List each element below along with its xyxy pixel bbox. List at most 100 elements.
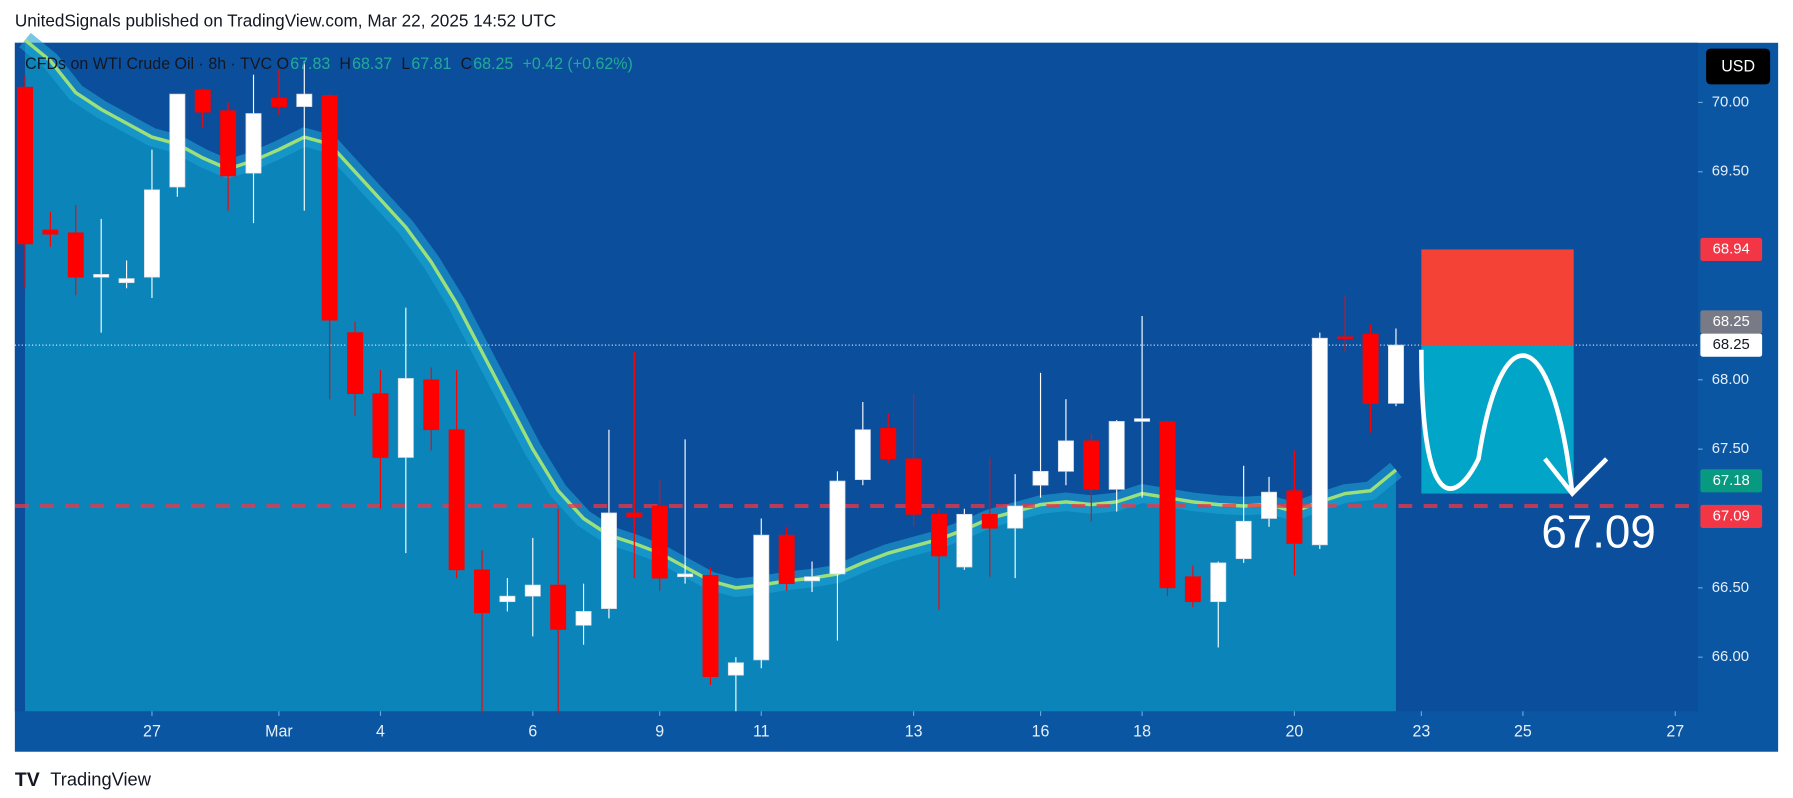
candle-body: [677, 573, 694, 578]
candle-body: [296, 93, 313, 107]
y-tick-label: 67.50: [1712, 440, 1749, 457]
candle-body: [423, 379, 440, 431]
price-label: 67.09: [1713, 507, 1750, 524]
candle-body: [118, 278, 135, 284]
legend-text: C: [461, 55, 473, 73]
y-tick-label: 70.00: [1712, 93, 1749, 110]
candle-body: [1235, 520, 1252, 560]
legend-text: +0.42 (+0.62%): [522, 55, 632, 73]
candle-body: [1388, 344, 1404, 404]
candle-body: [17, 86, 33, 245]
price-label-box: [1700, 237, 1763, 261]
candle-body: [854, 429, 871, 481]
currency-button[interactable]: [1706, 48, 1771, 85]
candle-body: [1261, 491, 1277, 519]
candle-body: [1083, 440, 1100, 490]
y-tick-label: 68.00: [1712, 371, 1749, 388]
y-tick-label: 66.00: [1712, 648, 1749, 665]
x-tick-label: 25: [1514, 722, 1532, 740]
legend-text: 68.37: [352, 55, 392, 73]
candle-body: [220, 110, 237, 177]
candle-body: [474, 569, 490, 614]
candle-body: [981, 513, 998, 529]
candle-body: [1108, 421, 1125, 490]
candle-body: [194, 89, 211, 113]
plot: 66.00 66.50 67.50 68.00 69.50 70.00 27 Mar 4 6 9 11…: [14, 32, 1763, 740]
price-label-box: [1700, 504, 1763, 528]
legend-text: L: [401, 55, 410, 73]
candle-body: [626, 512, 643, 518]
price-label: 68.94: [1713, 240, 1750, 257]
candle-body: [1134, 418, 1151, 422]
candle-body: [499, 595, 516, 603]
candle-body: [956, 513, 973, 568]
stop-zone: [1421, 249, 1574, 346]
candle-body: [931, 513, 947, 557]
candle-body: [1184, 576, 1201, 603]
footer-brand: TradingView: [50, 768, 151, 789]
x-tick-label: 16: [1032, 722, 1050, 740]
x-tick-label: 4: [376, 722, 385, 740]
price-label: 67.18: [1713, 472, 1750, 489]
legend-text: 67.81: [411, 55, 451, 73]
legend-text: 67.83: [290, 55, 330, 73]
currency-label[interactable]: USD: [1721, 57, 1755, 75]
x-tick-label: 6: [528, 722, 537, 740]
candle-body: [829, 480, 846, 575]
candle-body: [321, 95, 338, 321]
candle-body: [727, 662, 744, 676]
x-tick-label: Mar: [265, 722, 293, 740]
arrow-head: [1543, 457, 1609, 497]
x-tick-label: 27: [143, 722, 161, 740]
candle-body: [1210, 562, 1227, 603]
x-tick-label: 13: [905, 722, 923, 740]
legend-text: 68.25: [473, 55, 513, 73]
y-tick-label: 66.50: [1712, 579, 1749, 596]
candle-body: [42, 229, 59, 235]
candle-body: [270, 97, 287, 107]
x-tick-label: 18: [1133, 722, 1151, 740]
candle-body: [93, 274, 110, 278]
candle-body: [905, 458, 922, 515]
candle-body: [524, 584, 541, 597]
candle-body: [448, 429, 465, 571]
candle-body: [1007, 505, 1024, 529]
candle-body: [1311, 337, 1328, 546]
candle-body: [778, 534, 795, 585]
candle-body: [575, 611, 592, 626]
candle-body: [372, 393, 389, 458]
price-label-box: [1700, 469, 1763, 493]
candle-body: [1057, 440, 1074, 472]
price-label: 68.25: [1713, 336, 1750, 353]
legend-text: CFDs on WTI Crude Oil · 8h · TVC: [25, 55, 272, 73]
candle-body: [753, 534, 770, 661]
candle-body: [1362, 333, 1379, 404]
legend-text: H: [339, 55, 351, 73]
candle-body: [67, 232, 84, 278]
x-tick-label: 9: [655, 722, 664, 740]
ema-area: [25, 40, 1396, 712]
svg-text:TV: TV: [15, 769, 40, 791]
candle-body: [347, 332, 364, 395]
x-tick-label: 23: [1412, 722, 1430, 740]
price-label-box: [1700, 333, 1763, 357]
candle-body: [600, 512, 617, 609]
footer-logo: TV: [15, 769, 40, 791]
candle-body: [804, 576, 821, 582]
candle-body: [169, 93, 186, 188]
x-tick-label: 27: [1666, 722, 1684, 740]
candle-body: [880, 427, 897, 460]
target-zone: [1421, 345, 1574, 494]
legend-text: O: [277, 55, 289, 73]
candle-body: [1337, 336, 1354, 339]
x-tick-label: 11: [753, 722, 770, 740]
candle-body: [550, 584, 567, 630]
candle-body: [1159, 421, 1176, 589]
candle-body: [245, 113, 262, 174]
price-label: 68.25: [1713, 313, 1750, 330]
x-tick-label: 20: [1286, 722, 1304, 740]
candle-body: [1032, 470, 1049, 486]
projection-arrow: [1419, 349, 1575, 494]
